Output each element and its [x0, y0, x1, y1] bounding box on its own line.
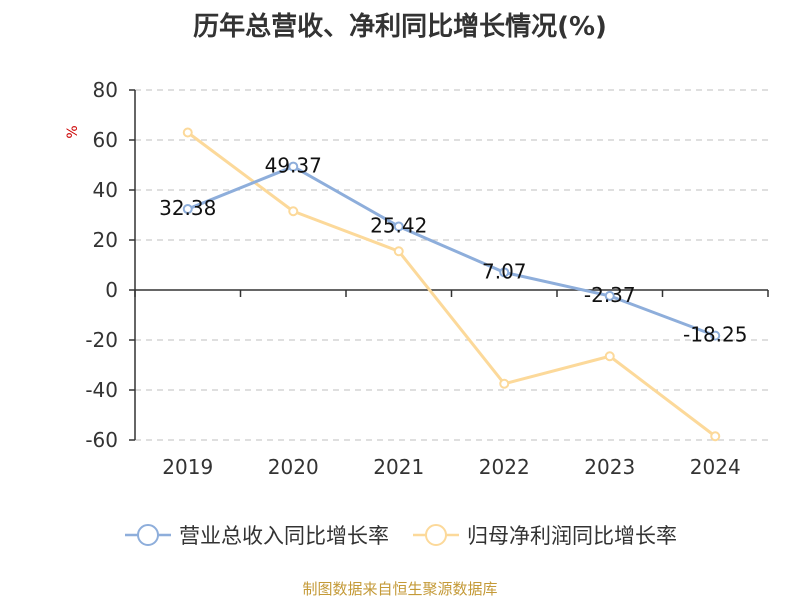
- legend-item-net-profit[interactable]: 归母净利润同比增长率: [411, 520, 677, 550]
- data-label: 32.38: [159, 196, 216, 220]
- data-point[interactable]: [393, 246, 404, 257]
- legend-marker-revenue: [125, 524, 171, 546]
- y-tick-labels: 80 60 40 20 0 -20 -40 -60: [85, 78, 118, 452]
- x-tick-label: 2020: [268, 455, 319, 479]
- y-tick-label: 80: [93, 78, 118, 102]
- data-labels: 32.38 49.37 25.42 7.07 -2.37 -18.25: [159, 154, 747, 347]
- grid-layer: [135, 89, 768, 441]
- data-point[interactable]: [710, 330, 721, 341]
- axis-layer: [129, 89, 769, 441]
- data-label: -2.37: [584, 283, 636, 307]
- legend-label-revenue: 营业总收入同比增长率: [179, 524, 389, 548]
- y-tick-label: 60: [93, 128, 118, 152]
- y-axis-unit-label: %: [65, 125, 81, 138]
- y-tick-label: -40: [85, 378, 118, 402]
- legend-label-net-profit: 归母净利润同比增长率: [467, 524, 677, 548]
- legend-item-revenue[interactable]: 营业总收入同比增长率: [123, 520, 389, 550]
- x-tick-label: 2022: [479, 455, 530, 479]
- data-point[interactable]: [288, 161, 299, 172]
- data-point[interactable]: [604, 290, 615, 301]
- chart-title: 历年总营收、净利同比增长情况(%): [193, 12, 607, 42]
- data-label: 49.37: [265, 154, 322, 178]
- data-point[interactable]: [288, 206, 299, 217]
- y-tick-label: -60: [85, 428, 118, 452]
- data-point[interactable]: [710, 431, 721, 442]
- series-line-1: [186, 131, 717, 438]
- x-tick-label: 2021: [373, 455, 424, 479]
- series-line-0: [187, 165, 716, 338]
- y-tick-label: -20: [85, 328, 118, 352]
- y-tick-label: 20: [93, 228, 118, 252]
- data-label: -18.25: [683, 323, 747, 347]
- y-tick-label: 0: [105, 278, 118, 302]
- data-point[interactable]: [499, 378, 510, 389]
- data-label: 7.07: [482, 259, 527, 283]
- legend: 营业总收入同比增长率 归母净利润同比增长率: [0, 520, 800, 550]
- data-point[interactable]: [182, 127, 193, 138]
- source-note: 制图数据来自恒生聚源数据库: [302, 580, 498, 598]
- x-tick-labels: 2019 2020 2021 2022 2023 2024: [162, 455, 740, 479]
- data-point[interactable]: [499, 267, 510, 278]
- data-point[interactable]: [393, 221, 404, 232]
- data-label: 25.42: [370, 213, 427, 237]
- series-layer: [182, 127, 721, 442]
- legend-marker-net-profit: [413, 524, 459, 546]
- data-point[interactable]: [604, 351, 615, 362]
- series-1: [182, 127, 721, 442]
- x-tick-label: 2019: [162, 455, 213, 479]
- series-0: [182, 161, 721, 341]
- y-tick-label: 40: [93, 178, 118, 202]
- x-tick-label: 2024: [690, 455, 741, 479]
- x-tick-label: 2023: [584, 455, 635, 479]
- data-point[interactable]: [182, 204, 193, 215]
